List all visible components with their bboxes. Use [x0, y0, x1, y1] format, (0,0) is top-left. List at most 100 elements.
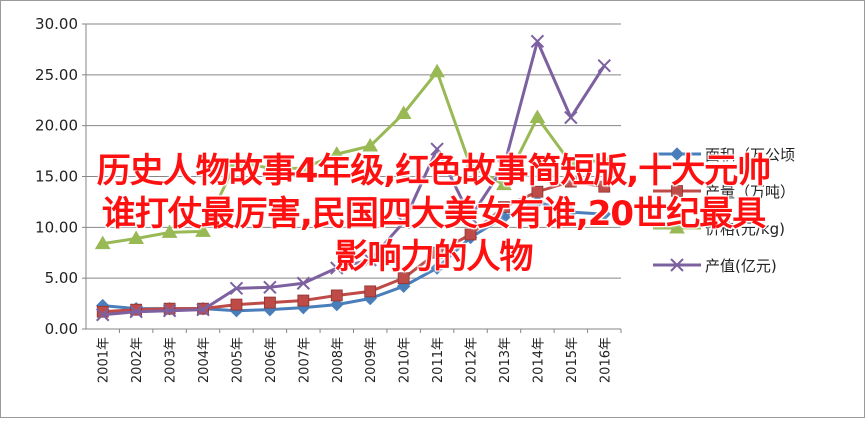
data-point: [496, 176, 512, 191]
data-point: [497, 159, 511, 174]
x-tick-label: 2010年: [398, 337, 413, 383]
marker-stroke: [196, 302, 210, 317]
marker-stroke: [363, 253, 377, 267]
data-point: [362, 138, 379, 152]
x-tick-label: 2008年: [331, 337, 346, 383]
x-tick-label: 2006年: [264, 337, 279, 383]
data-point: [431, 246, 443, 259]
x-tick-label: 2012年: [465, 337, 480, 383]
data-point: [597, 207, 611, 221]
y-axis-ticks: 0.00 5.00 10.00 15.00 20.00 25.00 30.00: [35, 15, 78, 338]
legend-marker: [670, 258, 684, 272]
legend-label: 面积（万公顷: [705, 146, 795, 164]
data-point: [196, 302, 210, 317]
data-point: [529, 109, 546, 124]
data-point: [564, 175, 577, 188]
data-point: [163, 302, 176, 315]
marker-stroke: [497, 159, 511, 174]
data-point: [330, 297, 344, 312]
x-tick-label: 2011年: [431, 337, 446, 383]
marker-stroke: [330, 261, 344, 275]
x-tick-label: 2016年: [598, 337, 613, 383]
x-tick-label: 2007年: [297, 337, 312, 383]
x-tick-label: 2003年: [164, 337, 179, 383]
data-point: [161, 224, 178, 238]
data-point: [263, 280, 277, 295]
data-point: [297, 294, 310, 307]
data-point: [531, 185, 544, 198]
legend-label: 产量（万吨）: [705, 183, 795, 201]
marker-stroke: [96, 308, 110, 322]
series-line: [102, 70, 605, 246]
legend-item: 价格(元/kg): [653, 220, 785, 238]
legend-label: 产值(亿元): [705, 257, 777, 275]
data-point: [464, 228, 477, 241]
data-point: [530, 195, 545, 209]
x-axis-ticks: 2001年 2002年 2003年 2004年 2005年 2006年 2007年 2008年…: [97, 337, 614, 383]
marker-stroke: [670, 258, 684, 272]
marker-stroke: [296, 276, 311, 290]
y-tick-label: 30.00: [35, 15, 78, 33]
data-point: [497, 210, 511, 224]
marker-stroke: [463, 210, 478, 224]
marker-stroke: [564, 110, 578, 125]
data-point: [364, 285, 377, 298]
series-2: [96, 175, 611, 318]
marker-stroke: [430, 142, 444, 156]
marker-stroke: [229, 281, 244, 296]
x-tick-label: 2004年: [197, 337, 212, 383]
data-point: [96, 305, 109, 318]
series-group: [94, 34, 613, 322]
data-point: [162, 303, 177, 318]
data-point: [564, 205, 578, 219]
data-point: [96, 308, 110, 322]
data-point: [330, 261, 344, 275]
y-tick-label: 15.00: [35, 168, 78, 186]
data-point: [462, 158, 479, 172]
legend-marker: [669, 220, 685, 234]
data-point: [397, 272, 410, 285]
series-line: [102, 39, 606, 317]
data-point: [530, 34, 545, 48]
legend-marker: [670, 147, 684, 161]
marker-stroke: [597, 58, 611, 73]
legend-item: 产值(亿元): [653, 257, 777, 275]
data-point: [429, 63, 445, 78]
data-point: [262, 160, 278, 174]
x-tick-label: 2001年: [97, 337, 112, 383]
data-point: [597, 58, 611, 73]
data-point: [395, 105, 412, 119]
data-point: [128, 230, 145, 245]
data-point: [330, 289, 343, 302]
x-tick-label: 2015年: [565, 337, 580, 383]
x-tick-label: 2005年: [230, 337, 245, 383]
data-point: [596, 152, 613, 166]
marker-stroke: [129, 305, 143, 319]
marker-stroke: [396, 215, 411, 229]
data-point: [130, 303, 143, 316]
data-point: [295, 160, 312, 174]
series-line: [102, 180, 605, 314]
data-point: [230, 298, 243, 311]
data-point: [296, 276, 311, 290]
data-point: [195, 223, 211, 237]
x-tick-label: 2009年: [364, 337, 379, 383]
legend-label: 价格(元/kg): [705, 220, 785, 238]
data-point: [463, 210, 478, 224]
x-tick-label: 2013年: [498, 337, 513, 383]
data-point: [430, 261, 444, 275]
data-point: [562, 155, 579, 169]
data-point: [94, 235, 111, 250]
data-point: [396, 215, 411, 229]
data-point: [229, 281, 244, 296]
legend-marker: [671, 185, 683, 197]
data-point: [129, 305, 143, 319]
data-point: [228, 153, 245, 167]
series-3: [94, 63, 613, 250]
y-tick-label: 20.00: [35, 117, 78, 135]
data-point: [264, 296, 276, 309]
marker-stroke: [162, 303, 177, 318]
